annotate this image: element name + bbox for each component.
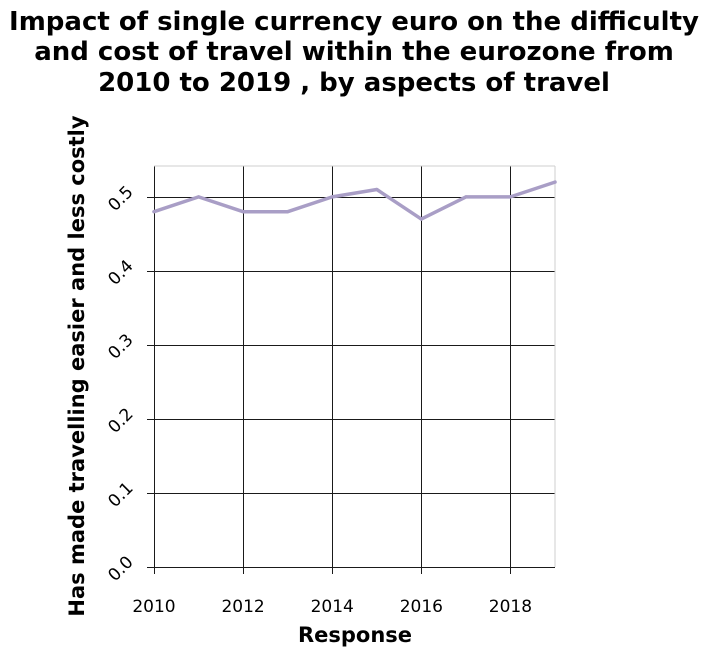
data-point xyxy=(286,210,290,214)
y-axis-label: Has made travelling easier and less cost… xyxy=(65,115,89,616)
data-point xyxy=(330,195,334,199)
chart-title: Impact of single currency euro on the di… xyxy=(9,7,699,98)
chart-title-line-2: and cost of travel within the eurozone f… xyxy=(34,37,674,67)
x-tick-label: 2018 xyxy=(489,597,532,617)
y-tick-label: 0.1 xyxy=(104,478,137,511)
series-line-0 xyxy=(152,180,557,221)
data-point xyxy=(419,217,423,221)
y-tick-label: 0.0 xyxy=(104,552,137,585)
series-layer xyxy=(152,180,557,221)
y-tick-label: 0.5 xyxy=(104,182,137,215)
plot-grid xyxy=(154,166,555,568)
x-tick-label: 2010 xyxy=(132,597,175,617)
data-point xyxy=(196,195,201,199)
x-axis-label: Response xyxy=(298,623,412,647)
y-axis-ticks: 0.0 0.1 0.2 0.3 0.4 0.5 xyxy=(104,182,154,586)
x-tick-label: 2016 xyxy=(400,597,443,617)
y-tick-label: 0.3 xyxy=(104,330,137,363)
x-tick-label: 2012 xyxy=(221,597,264,617)
y-tick-label: 0.4 xyxy=(104,256,137,289)
y-tick-label: 0.2 xyxy=(104,404,137,437)
x-tick-label: 2014 xyxy=(311,597,354,617)
chart-title-line-1: Impact of single currency euro on the di… xyxy=(9,7,699,37)
data-point xyxy=(553,180,557,184)
data-point xyxy=(375,187,379,192)
data-point xyxy=(241,210,245,214)
data-point xyxy=(464,195,468,199)
plot-frame xyxy=(154,165,556,567)
chart-title-line-3: 2010 to 2019 , by aspects of travel xyxy=(98,68,610,98)
data-point xyxy=(152,210,156,214)
data-point xyxy=(508,195,513,199)
x-axis-ticks: 2010 2012 2014 2016 2018 xyxy=(132,567,532,617)
